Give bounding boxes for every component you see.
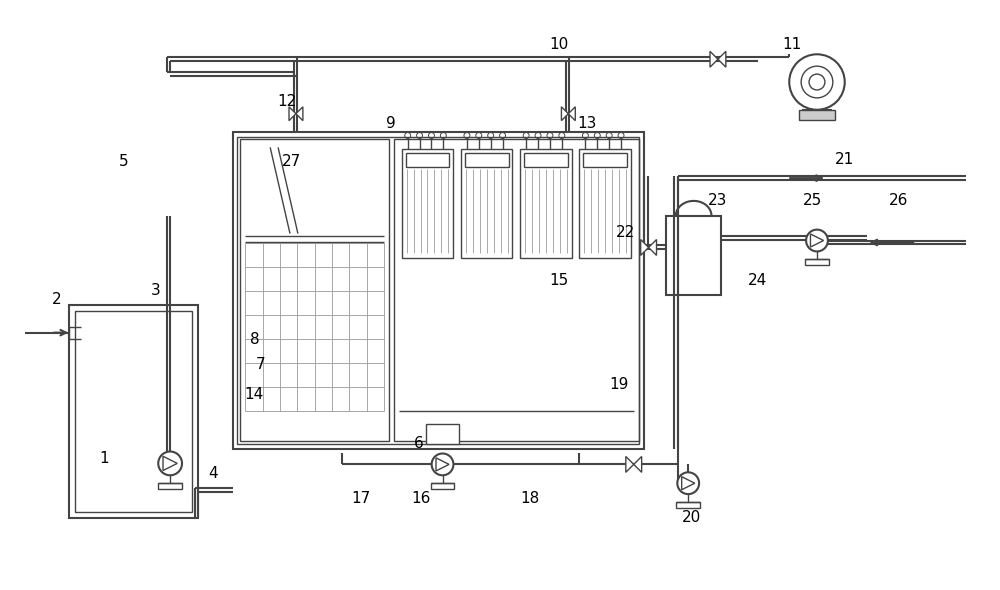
Bar	[666, 216, 721, 295]
Polygon shape	[710, 51, 718, 67]
Text: 12: 12	[277, 94, 297, 109]
Bar	[583, 153, 627, 167]
Bar	[237, 136, 639, 444]
Text: 2: 2	[51, 293, 61, 307]
Text: 7: 7	[255, 357, 265, 372]
Text: 1: 1	[99, 451, 109, 466]
Bar	[431, 483, 454, 489]
Text: 17: 17	[352, 490, 371, 506]
Circle shape	[158, 451, 182, 476]
Circle shape	[789, 54, 845, 110]
Text: 20: 20	[682, 510, 701, 525]
Bar	[406, 153, 449, 167]
Bar	[676, 502, 700, 508]
Circle shape	[806, 230, 828, 251]
Bar	[805, 260, 829, 266]
Text: 10: 10	[550, 37, 569, 52]
Text: 25: 25	[802, 194, 822, 208]
Text: 4: 4	[208, 466, 218, 481]
Polygon shape	[568, 107, 575, 121]
Text: 9: 9	[386, 116, 396, 131]
Text: 11: 11	[783, 37, 802, 52]
Text: 21: 21	[835, 152, 854, 167]
Polygon shape	[626, 457, 634, 473]
Polygon shape	[296, 107, 303, 121]
Bar	[524, 153, 568, 167]
Bar	[799, 110, 835, 120]
Text: 22: 22	[616, 225, 635, 240]
Polygon shape	[649, 240, 657, 255]
Text: 6: 6	[414, 436, 424, 451]
Polygon shape	[561, 107, 568, 121]
Text: 15: 15	[550, 273, 569, 288]
Bar	[579, 149, 631, 258]
Text: 27: 27	[282, 154, 302, 169]
Polygon shape	[718, 51, 726, 67]
Bar	[69, 305, 198, 518]
Text: 3: 3	[150, 283, 160, 297]
Circle shape	[432, 454, 453, 476]
Bar	[394, 139, 639, 441]
Polygon shape	[634, 457, 642, 473]
Bar	[240, 139, 389, 441]
Polygon shape	[641, 240, 649, 255]
Text: 8: 8	[250, 332, 259, 347]
Text: 26: 26	[889, 194, 908, 208]
Bar	[233, 132, 644, 448]
Text: 24: 24	[748, 273, 767, 288]
Text: 13: 13	[577, 116, 597, 131]
Bar	[461, 149, 512, 258]
Text: 23: 23	[708, 194, 728, 208]
Bar	[465, 153, 509, 167]
Text: 14: 14	[245, 386, 264, 402]
Text: 19: 19	[609, 376, 629, 392]
Text: 16: 16	[411, 490, 430, 506]
Bar	[426, 424, 459, 444]
Bar	[520, 149, 572, 258]
Bar	[402, 149, 453, 258]
Circle shape	[677, 473, 699, 494]
Bar	[75, 311, 192, 512]
Text: 5: 5	[119, 154, 128, 169]
Bar	[158, 483, 182, 489]
Polygon shape	[289, 107, 296, 121]
Text: 18: 18	[520, 490, 539, 506]
